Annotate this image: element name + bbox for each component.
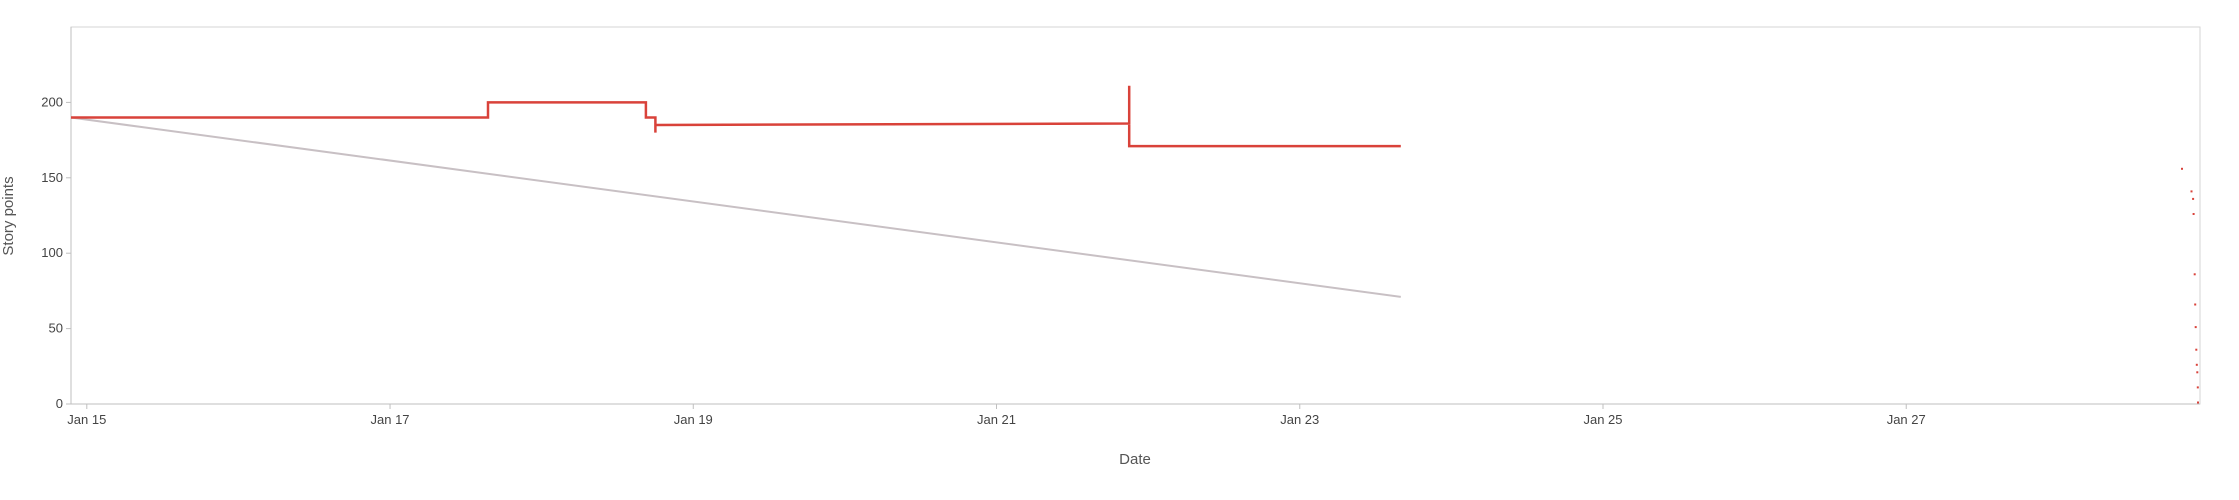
scatter-mark [2196,386,2199,389]
y-axis-title: Story points [0,176,17,255]
x-tick-label: Jan 25 [1583,412,1622,427]
scatter-mark [2195,348,2198,351]
scatter-mark [2196,371,2199,374]
x-tick-label: Jan 23 [1280,412,1319,427]
scatter-mark [2193,273,2196,276]
plot-frame [70,26,2201,405]
x-axis-title: Date [1119,451,1151,468]
scatter-mark [2194,326,2197,329]
x-tick-label: Jan 19 [674,412,713,427]
scattered-marks [2181,167,2199,404]
scatter-mark [2197,401,2199,404]
scatter-mark [2195,363,2198,366]
y-tick-label: 200 [41,94,63,109]
y-axis-ticks: 0 50 100 150 200 [41,94,71,411]
scatter-mark [2181,167,2183,170]
scatter-mark [2190,190,2193,193]
x-tick-label: Jan 27 [1887,412,1926,427]
y-tick-label: 150 [41,170,63,185]
x-tick-label: Jan 17 [371,412,410,427]
guideline-series-line [70,116,1401,298]
scatter-mark [2192,197,2195,200]
series-layer [70,85,1401,298]
x-tick-label: Jan 21 [977,412,1016,427]
x-axis-ticks: Jan 15 Jan 17 Jan 19 Jan 21 Jan 23 Jan 25 Jan … [67,404,1926,427]
y-tick-label: 0 [56,396,63,411]
y-tick-label: 100 [41,245,63,260]
y-tick-label: 50 [49,321,63,336]
x-tick-label: Jan 15 [67,412,106,427]
scatter-mark [2194,303,2197,306]
remaining-series-line [71,85,1401,148]
scatter-mark [2192,213,2195,215]
